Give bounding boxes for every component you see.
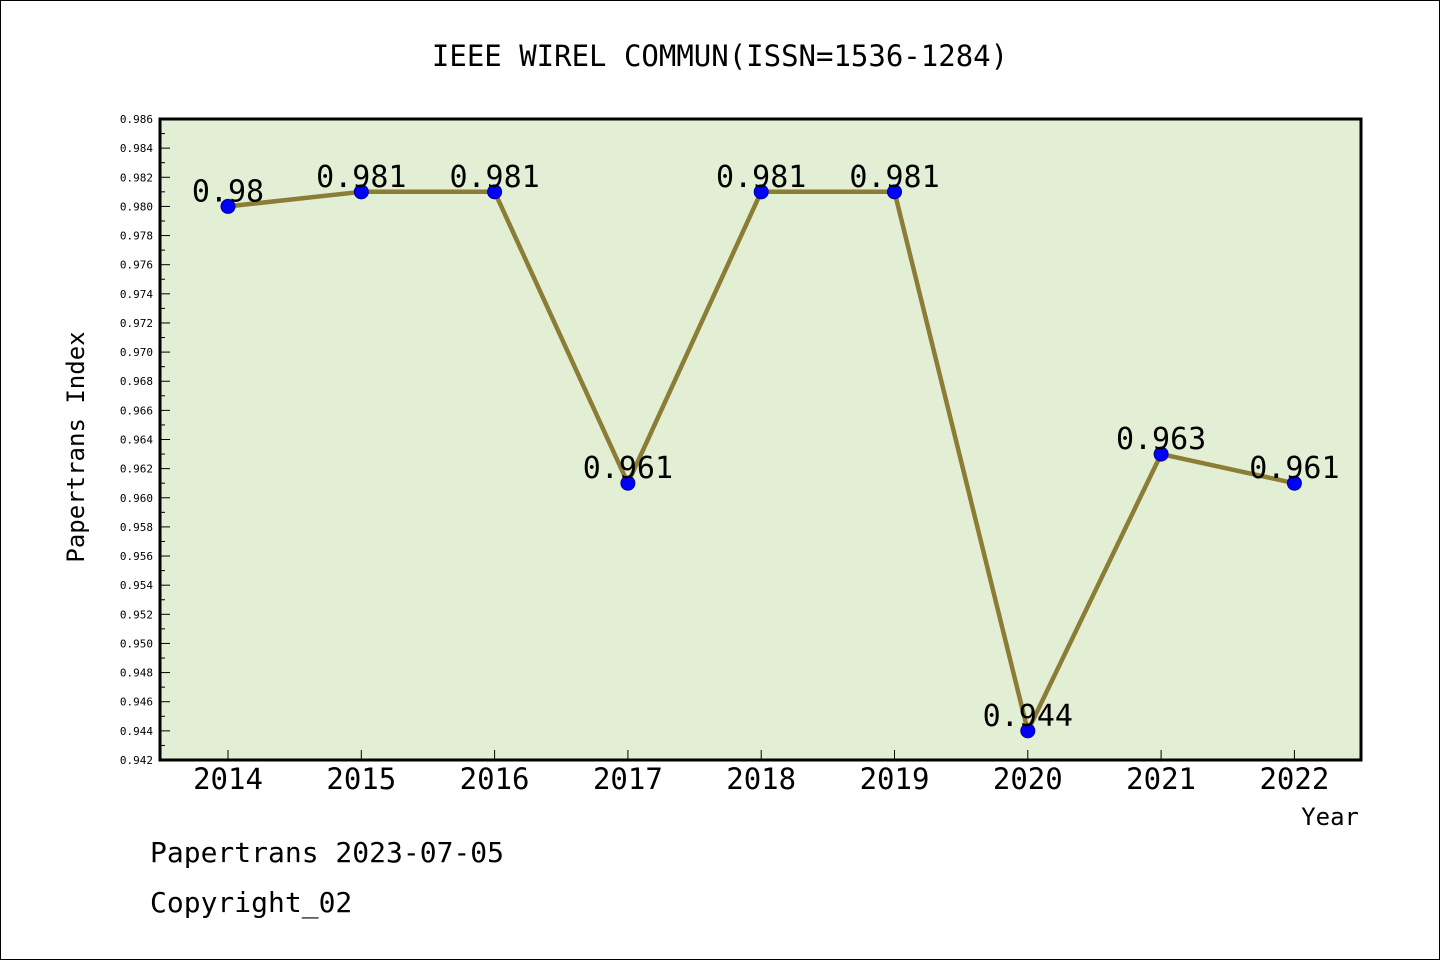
data-label: 0.961 <box>1249 451 1339 486</box>
data-point <box>487 184 503 200</box>
x-axis-ticks: 2014 2015 2016 2017 2018 2019 2020 2021 2022 <box>193 750 1329 796</box>
y-tick-label: 0.958 <box>120 521 153 534</box>
x-tick-label: 2022 <box>1259 762 1329 796</box>
x-axis-label: Year <box>1301 803 1359 831</box>
footer-date-text: Papertrans 2023-07-05 <box>150 836 505 869</box>
data-point <box>753 184 769 200</box>
data-label: 0.981 <box>849 160 939 195</box>
x-tick-label: 2018 <box>726 762 796 796</box>
data-point <box>620 475 636 491</box>
y-tick-label: 0.974 <box>120 288 153 301</box>
plot-border <box>158 117 1363 762</box>
data-label: 0.944 <box>983 699 1073 734</box>
x-tick-label: 2019 <box>860 762 930 796</box>
y-tick-label: 0.944 <box>120 725 153 738</box>
y-tick-label: 0.970 <box>120 346 153 359</box>
data-label: 0.981 <box>316 160 406 195</box>
data-point <box>353 184 369 200</box>
y-tick-label: 0.976 <box>120 259 153 272</box>
data-label: 0.98 <box>192 174 264 209</box>
y-tick-label: 0.984 <box>120 142 153 155</box>
data-point <box>1020 723 1036 739</box>
data-point <box>1153 446 1169 462</box>
y-tick-label: 0.948 <box>120 667 153 680</box>
y-tick-label: 0.982 <box>120 171 153 184</box>
y-tick-label: 0.966 <box>120 404 153 417</box>
data-point <box>1286 475 1302 491</box>
y-tick-label: 0.954 <box>120 579 153 592</box>
data-labels: 0.98 0.981 0.981 0.961 0.981 0.981 0.944 0.963 0… <box>192 160 1340 734</box>
x-tick-label: 2020 <box>993 762 1063 796</box>
y-axis-label: Papertrans Index <box>62 331 90 562</box>
x-tick-label: 2021 <box>1126 762 1196 796</box>
data-label: 0.981 <box>716 160 806 195</box>
data-point <box>220 198 236 214</box>
x-tick-label: 2015 <box>326 762 396 796</box>
data-label: 0.963 <box>1116 422 1206 457</box>
y-tick-label: 0.952 <box>120 608 153 621</box>
y-tick-label: 0.968 <box>120 375 153 388</box>
x-tick-label: 2016 <box>460 762 530 796</box>
series-layer <box>220 184 1302 739</box>
y-tick-label: 0.972 <box>120 317 153 330</box>
y-tick-label: 0.960 <box>120 492 153 505</box>
y-tick-label: 0.946 <box>120 696 153 709</box>
y-tick-label: 0.956 <box>120 550 153 563</box>
data-point <box>887 184 902 200</box>
x-tick-label: 2017 <box>593 762 663 796</box>
data-label: 0.961 <box>583 451 673 486</box>
x-tick-label: 2014 <box>193 762 263 796</box>
y-tick-label: 0.986 <box>120 113 153 126</box>
y-tick-label: 0.964 <box>120 434 153 447</box>
footer-copyright-text: Copyright_02 <box>150 886 353 919</box>
y-axis-ticks: 0.942 0.944 0.946 0.948 0.950 0.952 0.954 0.956… <box>120 113 170 767</box>
y-tick-label: 0.980 <box>120 200 153 213</box>
y-tick-label: 0.942 <box>120 754 153 767</box>
y-tick-label: 0.950 <box>120 637 153 650</box>
y-tick-label: 0.962 <box>120 463 153 476</box>
plot-area <box>160 119 1361 760</box>
y-tick-label: 0.978 <box>120 230 153 243</box>
data-label: 0.981 <box>449 160 539 195</box>
chart-title: IEEE WIREL COMMUN(ISSN=1536-1284) <box>432 39 1008 73</box>
